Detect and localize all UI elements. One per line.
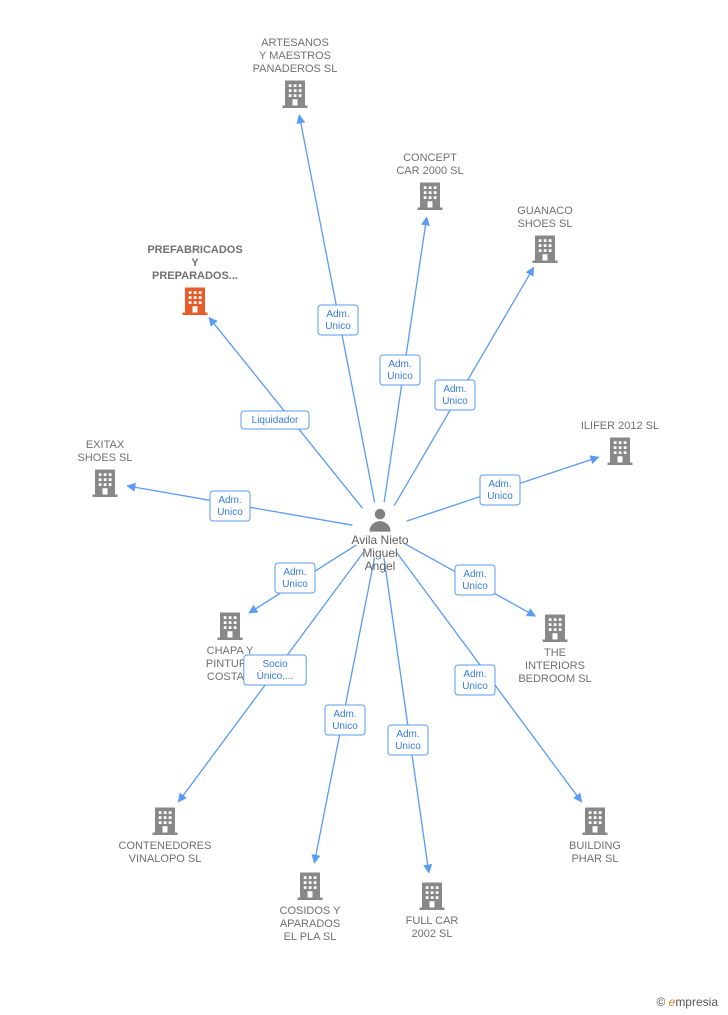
edge-fullcar bbox=[384, 558, 429, 873]
copyright-symbol: © bbox=[656, 995, 665, 1009]
node-label-line: CAR 2000 SL bbox=[396, 165, 463, 177]
node-label-line: PANADEROS SL bbox=[253, 63, 338, 75]
company-node-exitax: EXITAXSHOES SL bbox=[77, 439, 132, 497]
building-icon bbox=[283, 81, 308, 109]
node-label-line: PREFABRICADOS bbox=[147, 244, 242, 256]
edge-label-chapa: Adm.Unico bbox=[275, 563, 315, 593]
edge-label-text: Unico bbox=[487, 491, 513, 502]
edge-label-interiors: Adm.Unico bbox=[455, 565, 495, 595]
edge-label-text: Unico bbox=[442, 396, 468, 407]
edge-label-cosidos: Adm.Unico bbox=[325, 705, 365, 735]
center-label-line: Angel bbox=[365, 559, 396, 573]
edge-label-text: Unico bbox=[332, 721, 358, 732]
node-label-line: APARADOS bbox=[280, 918, 340, 930]
edge-label-contenedores: SocioÚnico,... bbox=[244, 655, 306, 685]
node-label-line: CONTENEDORES bbox=[119, 840, 212, 852]
company-node-concept: CONCEPTCAR 2000 SL bbox=[396, 152, 463, 210]
node-label-line: ILIFER 2012 SL bbox=[581, 420, 659, 432]
nodes-layer: ARTESANOSY MAESTROSPANADEROS SL CONCEPTCA… bbox=[77, 37, 659, 943]
edge-label-prefab: Liquidador bbox=[241, 411, 309, 429]
brand-rest: mpresia bbox=[675, 995, 718, 1009]
company-node-building: BUILDINGPHAR SL bbox=[569, 808, 621, 866]
building-icon bbox=[420, 883, 445, 911]
edge-label-text: Adm. bbox=[388, 359, 411, 370]
edge-label-fullcar: Adm.Unico bbox=[388, 725, 428, 755]
building-icon bbox=[153, 808, 178, 836]
network-diagram: Avila NietoMiguelAngelARTESANOSY MAESTRO… bbox=[0, 0, 728, 1015]
company-node-prefab: PREFABRICADOSYPREPARADOS... bbox=[147, 244, 242, 315]
edge-label-building: Adm.Unico bbox=[455, 665, 495, 695]
building-icon bbox=[418, 183, 443, 211]
node-label-line: ARTESANOS bbox=[261, 37, 329, 49]
node-label-line: GUANACO bbox=[517, 205, 573, 217]
node-label-line: EXITAX bbox=[86, 439, 125, 451]
edge-label-text: Adm. bbox=[396, 729, 419, 740]
edge-label-guanaco: Adm.Unico bbox=[435, 380, 475, 410]
edge-label-ilifer: Adm.Unico bbox=[480, 475, 520, 505]
edge-label-artesanos: Adm.Unico bbox=[318, 305, 358, 335]
company-node-ilifer: ILIFER 2012 SL bbox=[581, 420, 659, 465]
building-icon bbox=[298, 873, 323, 901]
edge-label-text: Unico bbox=[395, 741, 421, 752]
edge-label-concept: Adm.Unico bbox=[380, 355, 420, 385]
edge-label-text: Único,... bbox=[257, 669, 294, 682]
company-node-fullcar: FULL CAR2002 SL bbox=[406, 883, 459, 941]
node-label-line: COSIDOS Y bbox=[280, 905, 342, 917]
node-label-line: Y bbox=[191, 257, 199, 269]
edge-label-text: Liquidador bbox=[252, 415, 299, 426]
node-label-line: PHAR SL bbox=[571, 853, 618, 865]
company-node-guanaco: GUANACOSHOES SL bbox=[517, 205, 573, 263]
footer-credit: © empresia bbox=[656, 995, 718, 1009]
edge-labels-layer: Adm.UnicoAdm.UnicoAdm.UnicoLiquidadorAdm… bbox=[210, 305, 520, 755]
edge-label-text: Unico bbox=[462, 681, 488, 692]
edge-label-text: Unico bbox=[217, 507, 243, 518]
edge-label-text: Adm. bbox=[333, 709, 356, 720]
node-label-line: 2002 SL bbox=[412, 928, 453, 940]
building-icon bbox=[93, 470, 118, 498]
center-person: Avila NietoMiguelAngel bbox=[351, 509, 408, 573]
company-node-artesanos: ARTESANOSY MAESTROSPANADEROS SL bbox=[253, 37, 338, 108]
edge-label-text: Adm. bbox=[218, 495, 241, 506]
node-label-line: INTERIORS bbox=[525, 660, 585, 672]
node-label-line: Y MAESTROS bbox=[259, 50, 331, 62]
edge-label-text: Unico bbox=[462, 581, 488, 592]
edge-label-text: Socio bbox=[262, 659, 287, 670]
edge-label-text: Adm. bbox=[326, 309, 349, 320]
edge-label-text: Adm. bbox=[283, 567, 306, 578]
building-icon bbox=[218, 613, 243, 641]
edge-label-text: Adm. bbox=[463, 669, 486, 680]
edge-label-exitax: Adm.Unico bbox=[210, 491, 250, 521]
person-icon bbox=[370, 509, 391, 532]
edge-label-text: Unico bbox=[282, 579, 308, 590]
edge-label-text: Adm. bbox=[443, 384, 466, 395]
building-icon bbox=[183, 288, 208, 316]
node-label-line: CONCEPT bbox=[403, 152, 457, 164]
building-icon bbox=[533, 236, 558, 264]
node-label-line: FULL CAR bbox=[406, 915, 459, 927]
building-icon bbox=[543, 615, 568, 643]
node-label-line: SHOES SL bbox=[77, 452, 132, 464]
center-label-line: Miguel bbox=[362, 546, 397, 560]
building-icon bbox=[608, 438, 633, 466]
company-node-contenedores: CONTENEDORESVINALOPO SL bbox=[119, 808, 212, 866]
edge-label-text: Adm. bbox=[488, 479, 511, 490]
company-node-interiors: THEINTERIORSBEDROOM SL bbox=[518, 615, 591, 686]
node-label-line: BEDROOM SL bbox=[518, 673, 591, 685]
node-label-line: SHOES SL bbox=[517, 218, 572, 230]
edge-label-text: Adm. bbox=[463, 569, 486, 580]
node-label-line: THE bbox=[544, 647, 566, 659]
center-label-line: Avila Nieto bbox=[351, 533, 408, 547]
edge-label-text: Unico bbox=[325, 321, 351, 332]
company-node-cosidos: COSIDOS YAPARADOSEL PLA SL bbox=[280, 873, 342, 944]
building-icon bbox=[583, 808, 608, 836]
node-label-line: EL PLA SL bbox=[284, 931, 337, 943]
edge-label-text: Unico bbox=[387, 371, 413, 382]
node-label-line: PREPARADOS... bbox=[152, 270, 238, 282]
node-label-line: BUILDING bbox=[569, 840, 621, 852]
node-label-line: VINALOPO SL bbox=[129, 853, 202, 865]
